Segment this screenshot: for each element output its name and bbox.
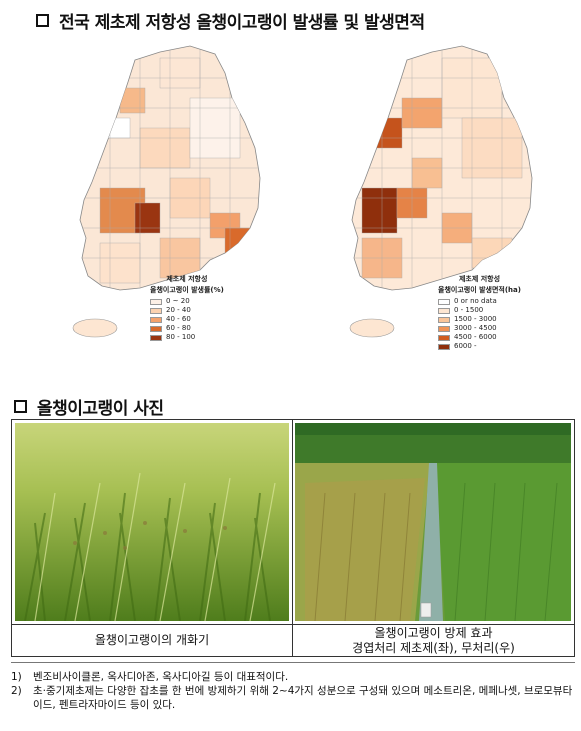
legend-label: 60 - 80 <box>166 324 191 332</box>
legend-title: 제초제 저항성 <box>166 275 208 283</box>
footnote-text: 벤조비사이클론, 옥사디아존, 옥사디아길 등이 대표적이다. <box>33 671 289 683</box>
legend-swatch <box>438 307 450 314</box>
legend-row: 6000 - <box>438 342 521 351</box>
legend-row: 1500 - 3000 <box>438 315 521 324</box>
legend-label: 80 - 100 <box>166 333 196 341</box>
incidence-rate-map <box>72 45 261 338</box>
section-heading-maps: 전국 제초제 저항성 올챙이고랭이 발생률 및 발생면적 <box>36 8 425 33</box>
legend-swatch <box>438 298 450 305</box>
legend-row: 80 - 100 <box>150 333 224 342</box>
legend-label: 40 - 60 <box>166 315 191 323</box>
flowering-stage-photo <box>15 423 289 621</box>
section-heading-photos: 올챙이고랭이 사진 <box>14 394 164 419</box>
legend-row: 3000 - 4500 <box>438 324 521 333</box>
legend-row: 20 - 40 <box>150 306 224 315</box>
right-photo-caption: 올챙이고랭이 방제 효과 경엽처리 제초제(좌), 무처리(우) <box>293 625 574 656</box>
legend-row: 40 - 60 <box>150 315 224 324</box>
occurrence-area-map <box>349 45 533 338</box>
legend-swatch <box>150 325 162 332</box>
legend-label: 4500 - 6000 <box>454 333 497 341</box>
footnote-item: 1) 벤조비사이클론, 옥사디아존, 옥사디아길 등이 대표적이다. <box>11 670 576 684</box>
legend-label: 20 - 40 <box>166 306 191 314</box>
legend-row: 60 - 80 <box>150 324 224 333</box>
legend-swatch <box>438 343 450 350</box>
section-title-maps: 전국 제초제 저항성 올챙이고랭이 발생률 및 발생면적 <box>59 13 425 33</box>
legend-label: 0 - 1500 <box>454 306 484 314</box>
legend-row: 0 - 1500 <box>438 306 521 315</box>
footnote-text: 초·중기제초제는 다양한 잡초를 한 번에 방제하기 위해 2~4가지 성분으로… <box>33 685 573 711</box>
legend-label: 0 or no data <box>454 297 497 305</box>
row-divider <box>12 624 574 625</box>
footnote-item: 2) 초·중기제초제는 다양한 잡초를 한 번에 방제하기 위해 2~4가지 성… <box>11 684 576 712</box>
checkbox-bullet-icon <box>14 400 27 413</box>
footnote-number: 1) <box>11 671 22 683</box>
column-divider <box>292 420 293 656</box>
right-map-legend: 제초제 저항성 올챙이고랭이 발생면적(ha) 0 or no data 0 -… <box>438 275 521 351</box>
caption-line-1: 올챙이고랭이 방제 효과 <box>374 625 493 640</box>
legend-swatch <box>438 334 450 341</box>
legend-row: 0 ~ 20 <box>150 297 224 306</box>
legend-subtitle: 올챙이고랭이 발생률(%) <box>150 286 224 294</box>
legend-swatch <box>150 298 162 305</box>
legend-swatch <box>438 325 450 332</box>
legend-swatch <box>150 307 162 314</box>
legend-label: 3000 - 4500 <box>454 324 497 332</box>
section-title-photos: 올챙이고랭이 사진 <box>37 399 164 419</box>
footnote-separator <box>11 662 575 663</box>
legend-subtitle: 올챙이고랭이 발생면적(ha) <box>438 286 521 294</box>
legend-swatch <box>438 316 450 323</box>
caption-line-2: 경엽처리 제초제(좌), 무처리(우) <box>352 640 515 655</box>
left-map-legend: 제초제 저항성 올챙이고랭이 발생률(%) 0 ~ 20 20 - 40 40 … <box>150 275 224 342</box>
legend-row: 0 or no data <box>438 297 521 306</box>
legend-title: 제초제 저항성 <box>458 275 501 283</box>
legend-swatch <box>150 334 162 341</box>
legend-label: 0 ~ 20 <box>166 297 190 305</box>
caption-text: 올챙이고랭이의 개화기 <box>94 633 210 647</box>
footnotes: 1) 벤조비사이클론, 옥사디아존, 옥사디아길 등이 대표적이다. 2) 초·… <box>11 670 576 712</box>
footnote-number: 2) <box>11 685 22 697</box>
legend-row: 4500 - 6000 <box>438 333 521 342</box>
left-photo-caption: 올챙이고랭이의 개화기 <box>12 625 292 656</box>
photo-table: 올챙이고랭이의 개화기 올챙이고랭이 방제 효과 경엽처리 제초제(좌), 무처… <box>11 419 575 657</box>
maps-area: 제초제 저항성 올챙이고랭이 발생률(%) 0 ~ 20 20 - 40 40 … <box>0 38 581 368</box>
control-effect-photo <box>295 423 571 621</box>
legend-swatch <box>150 316 162 323</box>
legend-label: 6000 - <box>454 342 477 350</box>
checkbox-bullet-icon <box>36 14 49 27</box>
legend-label: 1500 - 3000 <box>454 315 497 323</box>
